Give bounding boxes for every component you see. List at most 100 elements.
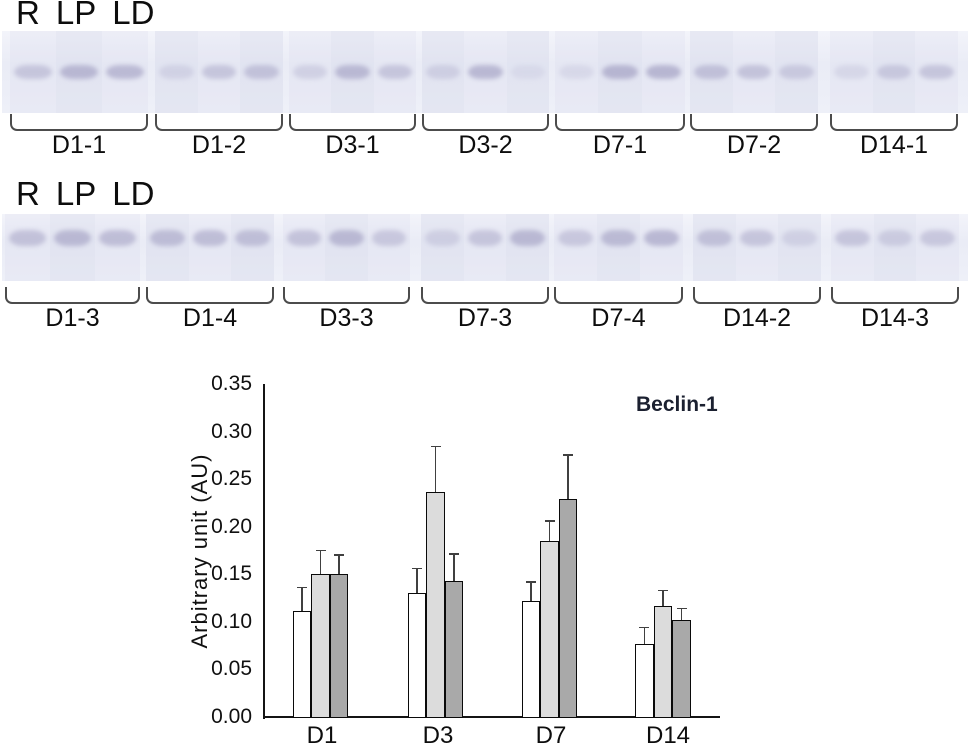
blot-band (9, 230, 46, 246)
blot-lane (325, 214, 368, 281)
blot-lane (831, 214, 874, 281)
bar-lp-d1 (311, 574, 330, 718)
blot-lane (421, 214, 464, 281)
x-tick-label-d14: D14 (645, 722, 691, 749)
blot-band (834, 65, 869, 79)
blot-band (99, 230, 136, 246)
lane-group-label: D3-1 (325, 131, 380, 159)
blot-lane (735, 214, 779, 281)
lane-group-label: D1-2 (191, 131, 247, 159)
blot-lane (367, 214, 410, 281)
error-bar (319, 549, 322, 575)
blot-band (694, 65, 729, 79)
lane-label-r: R (16, 175, 40, 212)
blot-lane (597, 214, 640, 281)
blot-band (150, 230, 185, 246)
blot-band (919, 65, 954, 79)
blot-lane (197, 31, 241, 113)
error-bar (662, 589, 664, 606)
blot-band (106, 65, 144, 79)
lane-group-bracket (830, 114, 958, 131)
blot-band (244, 65, 279, 79)
blot-lane (732, 31, 776, 113)
blot-band (467, 230, 503, 246)
x-tick-label-d1: D1 (306, 722, 338, 749)
bar-ld-d3 (444, 580, 464, 718)
blot-band (329, 230, 364, 246)
blot-lane (155, 31, 198, 113)
lane-group-bracket (690, 114, 818, 131)
x-tick-label-d3: D3 (422, 722, 454, 749)
blot-band (736, 65, 772, 79)
x-axis-line (263, 716, 720, 719)
blot-lane (693, 214, 736, 281)
blot-lane (872, 31, 916, 113)
blot-band (876, 65, 912, 79)
blot-lane (506, 214, 549, 281)
lane-group-bracket (283, 287, 410, 304)
blot-band (335, 65, 370, 79)
error-bar-cap (296, 586, 307, 589)
error-bar (643, 626, 646, 644)
lane-label-lp: LP (55, 175, 97, 212)
blot-band (14, 65, 52, 79)
lane-group-bracket (421, 287, 549, 304)
blot-lane (463, 214, 507, 281)
error-bar-cap (639, 626, 650, 629)
blot-band (426, 65, 461, 79)
blot-band (510, 230, 545, 246)
y-tick-label: 0.25 (211, 467, 252, 491)
error-bar (338, 554, 340, 575)
y-axis-line (263, 384, 266, 719)
bar-ld-d7 (558, 499, 578, 718)
blot-band (601, 230, 636, 246)
blot-lane (5, 214, 50, 281)
error-bar-cap (430, 445, 441, 448)
blot-strip-1 (2, 31, 968, 113)
blot-lane (873, 214, 917, 281)
lane-labels-row-2: R LP LD (16, 177, 154, 210)
error-bar (301, 586, 303, 612)
error-bar-cap (563, 454, 574, 456)
blot-band (739, 230, 775, 246)
lane-group-bracket (146, 287, 274, 304)
blot-band (779, 65, 814, 79)
blot-band (54, 230, 91, 246)
blot-lane (915, 31, 958, 113)
blot-lane (778, 214, 821, 281)
blot-band (558, 230, 593, 246)
blot-band (425, 230, 460, 246)
blot-band (645, 65, 681, 79)
lane-group-label: D1-1 (51, 131, 107, 159)
blot-band (235, 230, 270, 246)
error-bar-cap (544, 520, 555, 522)
blot-lane (506, 31, 549, 113)
blot-lane (373, 31, 416, 113)
error-bar-cap (449, 553, 460, 555)
error-bar-cap (411, 567, 422, 570)
blot-band (468, 65, 503, 79)
y-tick-label: 0.20 (211, 514, 252, 538)
error-bar (567, 454, 569, 500)
lane-label-r: R (16, 0, 40, 31)
lane-label-ld: LD (112, 0, 155, 31)
y-tick-label: 0.30 (211, 419, 252, 443)
blot-band (159, 65, 194, 79)
blot-lane (289, 31, 332, 113)
error-bar-cap (676, 607, 687, 610)
y-tick-label: 0.05 (211, 657, 252, 681)
lane-label-lp: LP (55, 0, 97, 31)
blot-band (201, 65, 237, 79)
chart-title: Beclin-1 (636, 393, 718, 416)
bar-ld-d14 (672, 619, 691, 718)
error-bar-cap (525, 580, 536, 583)
blot-lane (231, 214, 274, 281)
blot-lane (188, 214, 232, 281)
lane-group-label: D14-1 (859, 131, 929, 159)
lane-group-label: D1-3 (45, 304, 100, 332)
blot-band (782, 230, 817, 246)
blot-band (287, 230, 322, 246)
error-bar-cap (334, 554, 345, 556)
lane-group-label: D7-1 (592, 131, 648, 159)
